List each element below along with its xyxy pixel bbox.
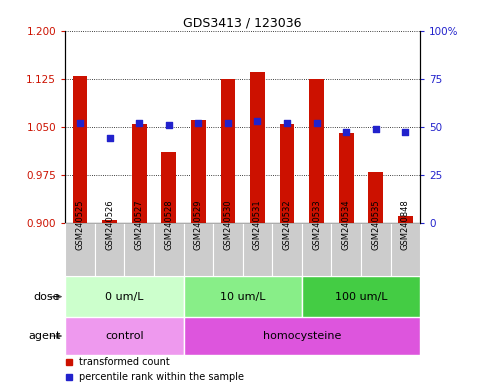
Text: transformed count: transformed count bbox=[79, 358, 170, 367]
Text: GSM240534: GSM240534 bbox=[342, 199, 351, 250]
Bar bbox=[191, 120, 206, 223]
Bar bbox=[95, 223, 125, 276]
Bar bbox=[272, 223, 302, 276]
Bar bbox=[331, 223, 361, 276]
Point bbox=[372, 126, 380, 132]
Text: 10 um/L: 10 um/L bbox=[220, 291, 266, 302]
Text: dose: dose bbox=[34, 291, 60, 302]
Point bbox=[254, 118, 261, 124]
Bar bbox=[184, 223, 213, 276]
Text: GSM240535: GSM240535 bbox=[371, 199, 380, 250]
Point bbox=[313, 120, 321, 126]
Bar bbox=[221, 79, 235, 223]
Bar bbox=[65, 276, 184, 317]
Text: GSM240533: GSM240533 bbox=[312, 199, 321, 250]
Bar bbox=[398, 216, 413, 223]
Bar bbox=[72, 76, 87, 223]
Text: GSM240528: GSM240528 bbox=[164, 199, 173, 250]
Point bbox=[165, 122, 172, 128]
Point bbox=[195, 120, 202, 126]
Bar bbox=[184, 276, 302, 317]
Bar bbox=[302, 276, 420, 317]
Text: GSM240532: GSM240532 bbox=[283, 199, 292, 250]
Point bbox=[135, 120, 143, 126]
Text: control: control bbox=[105, 331, 143, 341]
Bar bbox=[161, 152, 176, 223]
Bar bbox=[361, 223, 391, 276]
Bar bbox=[65, 223, 95, 276]
Text: GSM240527: GSM240527 bbox=[135, 199, 143, 250]
Bar bbox=[125, 223, 154, 276]
Title: GDS3413 / 123036: GDS3413 / 123036 bbox=[184, 17, 302, 30]
Bar bbox=[242, 223, 272, 276]
Point bbox=[76, 120, 84, 126]
Point bbox=[106, 135, 114, 141]
Point bbox=[401, 129, 409, 136]
Text: GSM240531: GSM240531 bbox=[253, 199, 262, 250]
Bar bbox=[184, 317, 420, 355]
Bar bbox=[250, 72, 265, 223]
Text: GSM240525: GSM240525 bbox=[75, 199, 85, 250]
Text: GSM240529: GSM240529 bbox=[194, 199, 203, 250]
Point bbox=[224, 120, 232, 126]
Text: percentile rank within the sample: percentile rank within the sample bbox=[79, 372, 244, 382]
Text: GSM240848: GSM240848 bbox=[401, 199, 410, 250]
Text: GSM240530: GSM240530 bbox=[224, 199, 232, 250]
Bar bbox=[280, 124, 295, 223]
Text: GSM240526: GSM240526 bbox=[105, 199, 114, 250]
Point bbox=[342, 129, 350, 136]
Bar bbox=[132, 124, 146, 223]
Text: 100 um/L: 100 um/L bbox=[335, 291, 387, 302]
Point bbox=[283, 120, 291, 126]
Bar bbox=[65, 317, 184, 355]
Bar bbox=[102, 220, 117, 223]
Text: homocysteine: homocysteine bbox=[263, 331, 341, 341]
Bar bbox=[339, 133, 354, 223]
Bar bbox=[369, 172, 383, 223]
Bar bbox=[154, 223, 184, 276]
Bar bbox=[391, 223, 420, 276]
Bar bbox=[213, 223, 242, 276]
Text: agent: agent bbox=[28, 331, 60, 341]
Bar bbox=[302, 223, 331, 276]
Bar bbox=[309, 79, 324, 223]
Text: 0 um/L: 0 um/L bbox=[105, 291, 143, 302]
